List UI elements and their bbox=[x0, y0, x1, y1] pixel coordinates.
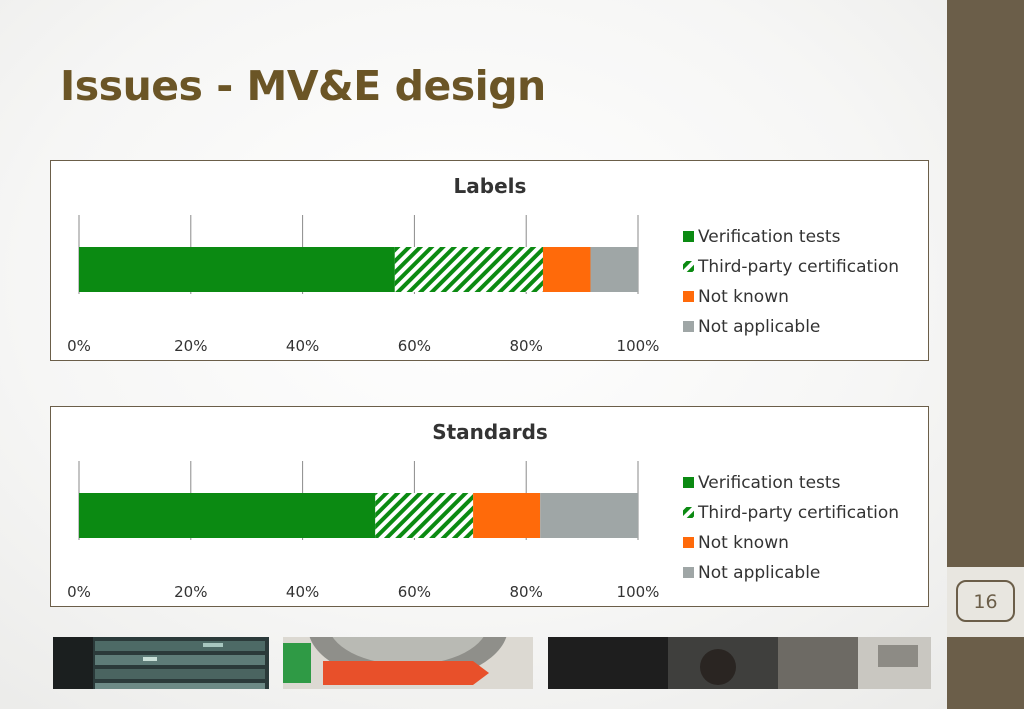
page-number-frame bbox=[956, 580, 1015, 622]
bar-segment-not-known bbox=[542, 247, 591, 292]
bar-segment-not-applicable bbox=[590, 247, 638, 292]
legend-label: Third-party certification bbox=[697, 257, 899, 277]
legend-swatch bbox=[683, 477, 694, 488]
store-shoppers-photo bbox=[548, 637, 931, 689]
legend-label: Verification tests bbox=[698, 473, 841, 493]
slide-title: Issues - MV&E design bbox=[60, 62, 546, 110]
standards-chart: Standards 0% 20% 40% 60% 80% 100% Verification … bbox=[67, 420, 899, 601]
legend-swatch bbox=[683, 261, 694, 272]
server-rack-photo bbox=[53, 637, 269, 689]
legend-swatch bbox=[683, 567, 694, 578]
legend-swatch bbox=[683, 537, 694, 548]
x-tick-label: 60% bbox=[398, 583, 431, 601]
bar-segment-third-party-certification bbox=[375, 493, 474, 538]
legend-label: Verification tests bbox=[698, 227, 841, 247]
legend-swatch bbox=[683, 321, 694, 332]
x-tick-label: 40% bbox=[286, 337, 319, 355]
legend-label: Not known bbox=[698, 287, 789, 307]
page-number: 16 bbox=[973, 591, 998, 613]
x-tick-label: 20% bbox=[174, 583, 207, 601]
legend-swatch bbox=[683, 231, 694, 242]
legend-label: Not applicable bbox=[698, 317, 820, 337]
legend-label: Third-party certification bbox=[697, 503, 899, 523]
bar-segment-not-known bbox=[473, 493, 541, 538]
x-tick-label: 80% bbox=[510, 337, 543, 355]
x-tick-label: 0% bbox=[67, 337, 91, 355]
labels-chart-panel: Labels 0% 20% 40% 60% 80% 100% Verification tes… bbox=[50, 160, 929, 361]
x-tick-label: 80% bbox=[510, 583, 543, 601]
bar-segment-third-party-certification bbox=[394, 247, 543, 292]
legend-label: Not known bbox=[698, 533, 789, 553]
x-tick-label: 0% bbox=[67, 583, 91, 601]
x-tick-label: 40% bbox=[286, 583, 319, 601]
x-tick-label: 100% bbox=[617, 583, 660, 601]
standards-chart-panel: Standards 0% 20% 40% 60% 80% 100% Verification … bbox=[50, 406, 929, 607]
washing-machine-photo bbox=[283, 637, 533, 689]
chart-title: Standards bbox=[432, 420, 548, 444]
labels-chart: Labels 0% 20% 40% 60% 80% 100% Verification tes… bbox=[67, 174, 899, 355]
chart-title: Labels bbox=[454, 174, 527, 198]
legend-swatch bbox=[683, 291, 694, 302]
x-tick-label: 100% bbox=[617, 337, 660, 355]
legend-label: Not applicable bbox=[698, 563, 820, 583]
bar-segment-not-applicable bbox=[540, 493, 638, 538]
x-tick-label: 60% bbox=[398, 337, 431, 355]
legend-swatch bbox=[683, 507, 694, 518]
bar-segment-verification-tests bbox=[79, 493, 376, 538]
bar-segment-verification-tests bbox=[79, 247, 395, 292]
page-number-box: 16 bbox=[947, 567, 1024, 637]
x-tick-label: 20% bbox=[174, 337, 207, 355]
